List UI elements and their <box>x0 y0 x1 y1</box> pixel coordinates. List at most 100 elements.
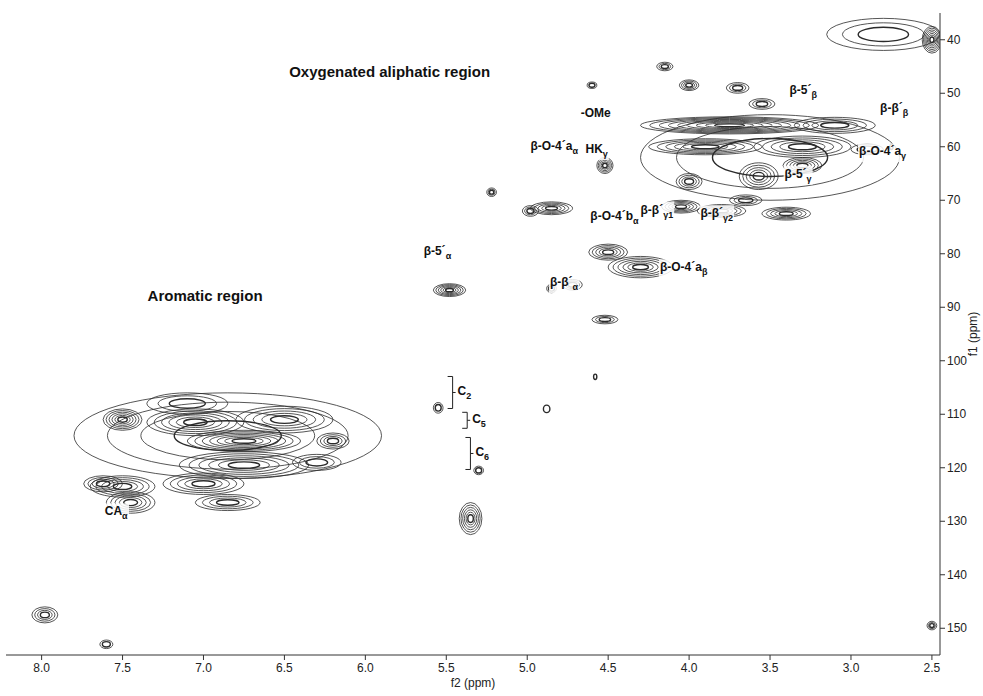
contour <box>210 435 279 448</box>
label-subscript: γ <box>901 151 906 161</box>
y-tick <box>940 521 945 522</box>
label-subscript: γ <box>603 149 608 159</box>
contour <box>112 414 133 426</box>
contour <box>587 82 597 88</box>
contour <box>253 411 315 428</box>
contour <box>464 510 476 528</box>
contour <box>169 399 205 409</box>
y-tick <box>940 360 945 361</box>
label-text: β-O-4´aβ <box>660 260 708 277</box>
peak-label: β-O-4´bα <box>589 208 640 227</box>
contour <box>271 416 299 424</box>
x-tick <box>446 655 447 660</box>
label-text: β-O-4´aγ <box>859 144 906 161</box>
contour <box>692 145 719 149</box>
y-tick-label: 150 <box>947 621 967 635</box>
contour <box>596 247 621 257</box>
chart: 8.07.57.06.56.05.55.04.54.03.53.02.54050… <box>0 0 983 696</box>
contour <box>657 62 673 71</box>
contour <box>489 190 493 194</box>
y-tick-label: 140 <box>947 568 967 582</box>
label-patch <box>423 243 453 262</box>
label-subscript: α <box>572 146 578 156</box>
x-tick-label: 3.5 <box>762 661 779 675</box>
contour <box>681 81 696 89</box>
contour <box>118 417 127 422</box>
contour <box>599 248 617 255</box>
peak-label: β-β´α <box>549 274 580 293</box>
contour <box>684 82 695 88</box>
contour <box>476 468 482 473</box>
contour <box>678 120 782 130</box>
label-patch <box>457 383 473 402</box>
peak-label: β-5´γ <box>784 166 813 185</box>
contour <box>715 124 745 127</box>
contour <box>763 138 843 156</box>
contour <box>103 409 142 430</box>
contour <box>74 393 382 479</box>
y-tick <box>940 307 945 308</box>
contour <box>679 80 698 91</box>
y-tick-label: 130 <box>947 514 967 528</box>
y-axis-title: f1 (ppm) <box>966 312 980 357</box>
contour <box>100 640 113 649</box>
contour <box>466 512 475 525</box>
x-tick <box>770 655 771 660</box>
contour <box>525 207 537 215</box>
contour <box>487 188 497 197</box>
contour <box>589 244 628 260</box>
contour <box>199 456 289 475</box>
x-tick <box>608 655 609 660</box>
contour <box>659 119 800 133</box>
contour <box>589 83 595 87</box>
label-text: β-O-4´bα <box>590 209 639 226</box>
x-tick-label: 2.5 <box>924 661 941 675</box>
contour <box>209 498 246 507</box>
contour <box>659 63 671 69</box>
contour <box>618 260 663 275</box>
annotations: Oxygenated aliphatic regionAromatic regi… <box>104 62 910 522</box>
contour <box>633 265 649 270</box>
label-patch <box>288 62 491 81</box>
region-label: Aromatic region <box>147 286 264 305</box>
contour <box>92 479 114 488</box>
contour <box>603 250 614 255</box>
label-patch <box>589 208 640 227</box>
contour <box>594 374 597 379</box>
contour <box>158 396 216 411</box>
contour <box>685 179 694 185</box>
x-tick-label: 6.5 <box>276 661 293 675</box>
label-patch <box>474 444 490 463</box>
contour <box>433 402 443 413</box>
contour <box>827 18 940 50</box>
contour <box>115 415 130 423</box>
label-subscript: γ1 <box>663 210 673 220</box>
contour <box>88 478 118 491</box>
bracket <box>465 437 473 469</box>
peak-label: β-β´γ2 <box>699 205 734 224</box>
x-axis-line <box>6 655 940 656</box>
contour <box>436 285 463 296</box>
x-tick-label: 8.0 <box>33 661 50 675</box>
y-tick-label: 80 <box>947 247 961 261</box>
label-subscript: γ2 <box>723 213 733 223</box>
contour <box>926 32 938 48</box>
contour <box>245 409 325 431</box>
x-axis-title: f2 (ppm) <box>451 676 496 690</box>
contour <box>141 411 315 459</box>
x-tick <box>122 655 123 660</box>
contour <box>217 500 240 506</box>
x-tick-label: 5.0 <box>519 661 536 675</box>
contour <box>38 610 53 619</box>
contour <box>40 612 49 618</box>
contour <box>217 436 271 446</box>
contour <box>463 507 479 529</box>
y-tick <box>940 467 945 468</box>
axes: 8.07.57.06.56.05.55.04.54.03.53.02.54050… <box>6 13 980 690</box>
peak-label: β-O-4´aγ <box>858 143 907 162</box>
contour <box>530 202 572 215</box>
label-text: C6 <box>475 445 489 462</box>
peak-label: β-5´β <box>788 82 818 101</box>
contour <box>84 476 123 492</box>
label-patch <box>585 141 609 160</box>
